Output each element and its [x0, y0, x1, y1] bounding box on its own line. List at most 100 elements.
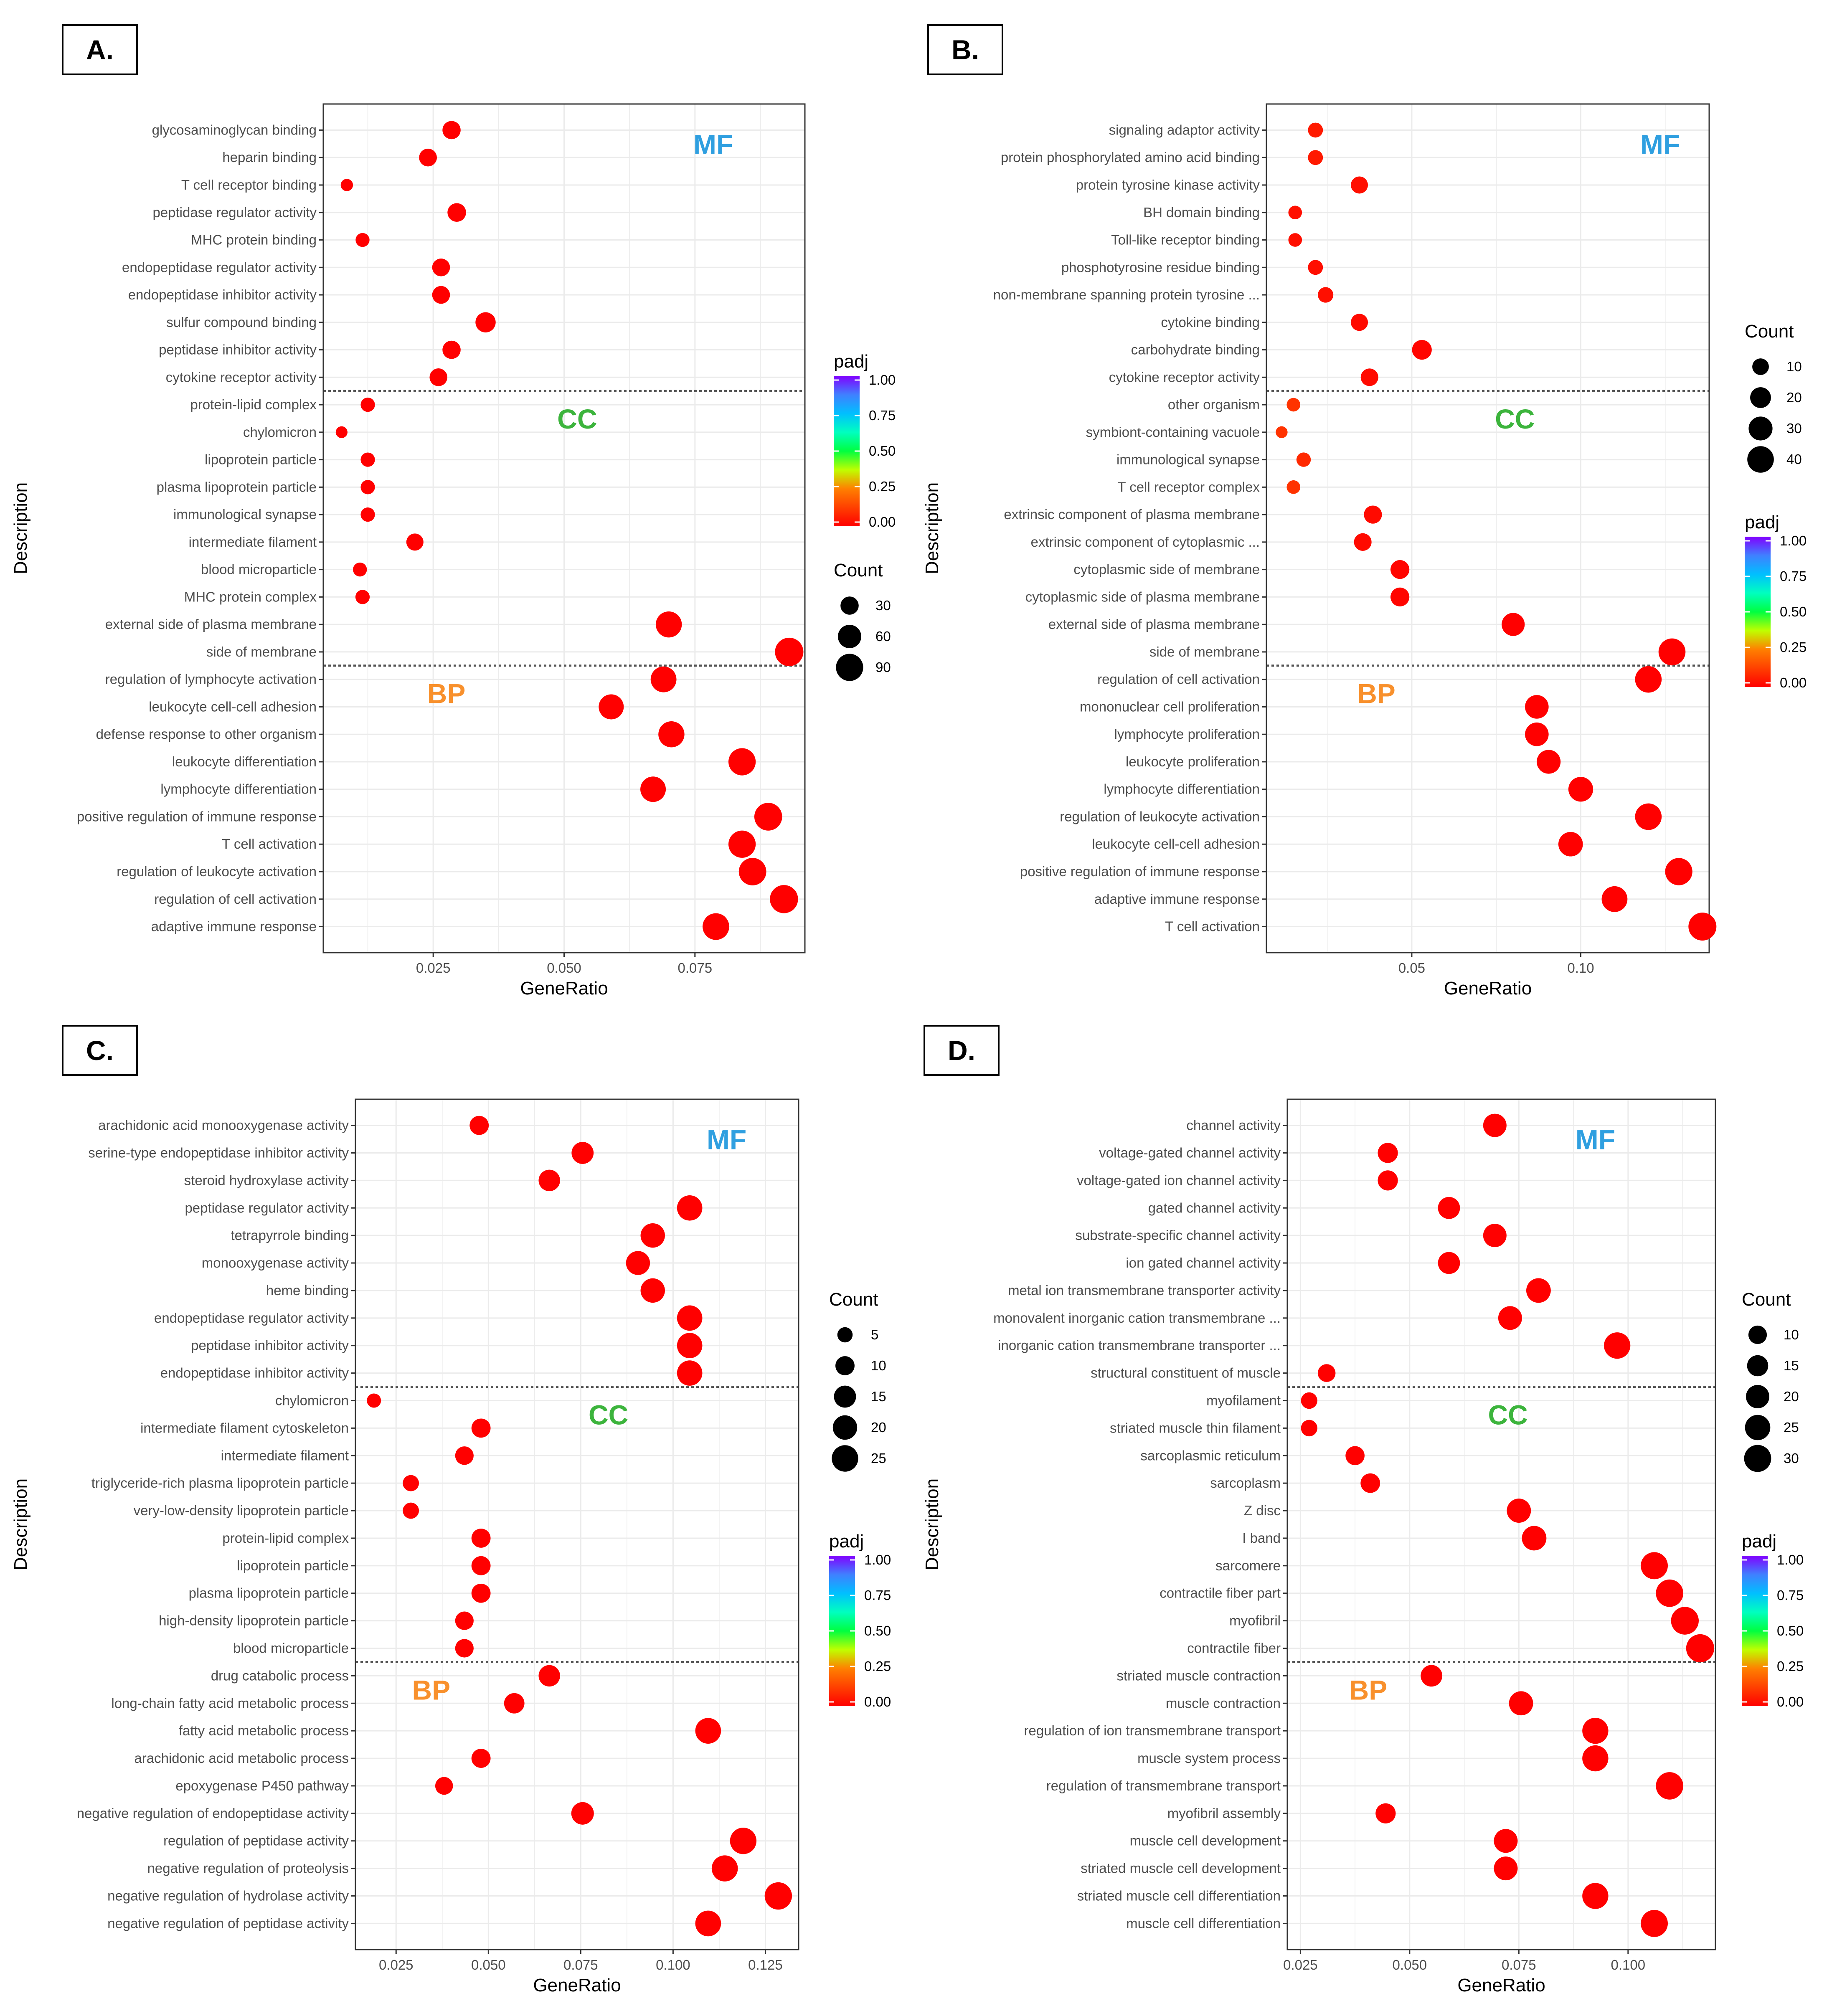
y-tick-label: immunological synapse — [1116, 452, 1260, 467]
legend-label: 0.25 — [864, 1658, 891, 1674]
data-point — [1296, 452, 1311, 467]
data-point — [695, 1910, 721, 1937]
section-label-cc: CC — [1495, 403, 1535, 434]
data-point — [432, 286, 450, 304]
y-tick-label: cytoplasmic side of membrane — [1073, 562, 1260, 577]
data-point — [650, 666, 677, 692]
y-tick-label: peptidase regulator activity — [185, 1200, 349, 1215]
y-tick-label: signaling adaptor activity — [1109, 122, 1260, 137]
x-tick-label: 0.05 — [1398, 960, 1425, 976]
plot-border — [1266, 103, 1710, 953]
legend-size-dot — [1752, 358, 1769, 375]
y-tick-label: peptidase inhibitor activity — [159, 342, 317, 358]
data-point — [1494, 1856, 1518, 1881]
y-tick-label: chylomicron — [243, 424, 317, 440]
legend-size-dot — [835, 1356, 855, 1375]
data-point — [640, 1278, 665, 1303]
data-point — [355, 590, 370, 604]
count-legend: Count 30 60 90 — [834, 560, 891, 681]
y-tick-label: external side of plasma membrane — [105, 616, 317, 632]
data-point — [471, 1749, 491, 1768]
legend-label: 0.25 — [1777, 1658, 1804, 1674]
data-point — [1656, 1772, 1683, 1800]
y-tick-label: regulation of leukocyte activation — [1060, 809, 1260, 824]
data-point — [353, 562, 367, 577]
y-tick-label: myofibril — [1229, 1613, 1281, 1628]
y-tick-label: intermediate filament — [221, 1448, 349, 1463]
data-point — [442, 340, 461, 359]
data-point — [1641, 1552, 1668, 1580]
legend-size-dot — [832, 1415, 858, 1440]
y-tick-label: regulation of lymphocyte activation — [105, 672, 317, 687]
data-point — [340, 179, 353, 191]
y-tick-label: extrinsic component of plasma membrane — [1004, 507, 1260, 522]
data-point — [1601, 886, 1628, 912]
y-tick-label: very-low-density lipoprotein particle — [134, 1503, 349, 1518]
x-tick-label: 0.025 — [379, 1957, 414, 1973]
x-tick-label: 0.125 — [748, 1957, 783, 1973]
data-point — [1494, 1829, 1518, 1853]
data-point — [1317, 1364, 1336, 1382]
legend-title: padj — [829, 1531, 864, 1552]
x-axis-title: GeneRatio — [520, 978, 608, 999]
y-tick-label: arachidonic acid metabolic process — [134, 1750, 349, 1766]
y-tick-label: muscle cell differentiation — [1126, 1915, 1281, 1931]
data-point — [1526, 1278, 1551, 1303]
data-point — [432, 258, 450, 276]
data-point — [471, 1583, 491, 1603]
data-point — [442, 121, 461, 139]
y-tick-label: defense response to other organism — [96, 726, 317, 742]
x-tick-label: 0.100 — [1611, 1957, 1646, 1973]
y-tick-label: negative regulation of proteolysis — [147, 1861, 349, 1876]
y-tick-label: phosphotyrosine residue binding — [1061, 259, 1260, 275]
y-tick-label: sarcomere — [1215, 1558, 1281, 1573]
y-tick-label: cytokine receptor activity — [166, 369, 317, 385]
data-point — [1509, 1691, 1533, 1716]
y-tick-label: epoxygenase P450 pathway — [175, 1778, 349, 1793]
y-tick-label: I band — [1242, 1530, 1281, 1546]
panel-2: C. arachidonic acid monooxygenase activit… — [10, 1025, 891, 1996]
data-point — [770, 885, 798, 913]
y-tick-label: positive regulation of immune response — [77, 809, 317, 824]
y-tick-label: monovalent inorganic cation transmembran… — [993, 1310, 1281, 1326]
data-point — [435, 1777, 453, 1795]
data-point — [677, 1333, 703, 1359]
count-legend: Count 10 20 30 40 — [1745, 321, 1802, 473]
y-tick-label: steroid hydroxylase activity — [184, 1172, 349, 1188]
data-point — [1308, 122, 1323, 138]
data-point — [1604, 1332, 1631, 1359]
data-point — [1301, 1392, 1317, 1409]
data-point — [1525, 695, 1549, 719]
legend-size-dot — [840, 596, 859, 615]
y-tick-label: BH domain binding — [1143, 205, 1260, 220]
y-tick-label: leukocyte proliferation — [1126, 754, 1260, 769]
y-tick-label: sarcoplasm — [1210, 1475, 1281, 1491]
legend-size-dot — [838, 625, 861, 648]
data-point — [1364, 505, 1382, 524]
x-tick-label: 0.075 — [563, 1957, 598, 1973]
data-point — [538, 1665, 560, 1687]
plot-border — [355, 1098, 799, 1950]
data-point — [1686, 1634, 1714, 1663]
section-label-cc: CC — [557, 403, 597, 434]
y-tick-label: heparin binding — [222, 150, 317, 165]
legend-label: 0.50 — [1777, 1623, 1804, 1638]
y-tick-label: sulfur compound binding — [166, 314, 317, 330]
y-tick-label: lipoprotein particle — [237, 1558, 349, 1573]
y-tick-label: negative regulation of peptidase activit… — [107, 1915, 349, 1931]
y-axis-title: Description — [922, 1478, 942, 1570]
panel-label: C. — [86, 1035, 114, 1066]
data-point — [360, 452, 375, 467]
data-point — [1558, 832, 1583, 857]
section-label-mf: MF — [1640, 129, 1680, 160]
y-tick-label: drug catabolic process — [211, 1668, 349, 1683]
data-point — [1390, 587, 1410, 607]
data-point — [764, 1882, 792, 1910]
legend-label: 0.00 — [1777, 1694, 1804, 1709]
section-label-bp: BP — [1349, 1674, 1388, 1705]
legend-label: 5 — [871, 1327, 878, 1342]
panel-1: B. signaling adaptor activity protein phos… — [922, 24, 1807, 999]
y-tick-label: metal ion transmembrane transporter acti… — [1008, 1283, 1281, 1298]
